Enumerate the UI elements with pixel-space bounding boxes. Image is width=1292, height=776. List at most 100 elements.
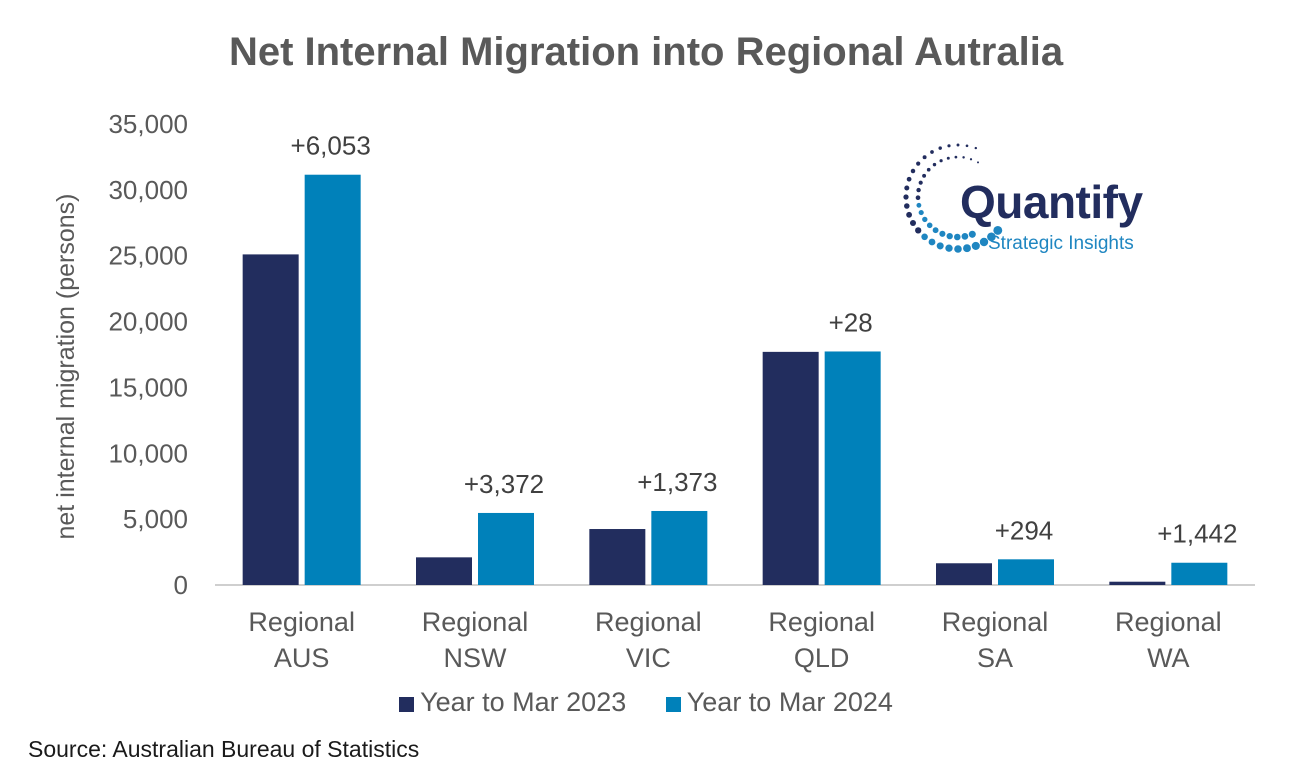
x-tick-label: VIC bbox=[626, 643, 671, 673]
quantify-logo: Quantify Strategic Insights bbox=[900, 135, 1200, 265]
logo-dot bbox=[945, 244, 953, 252]
y-tick-label: 35,000 bbox=[108, 109, 188, 139]
logo-dot bbox=[954, 155, 958, 159]
logo-dot bbox=[916, 161, 921, 166]
logo-dot bbox=[987, 232, 996, 242]
bar-2023-wa bbox=[1109, 581, 1166, 585]
legend-item-2023: Year to Mar 2023 bbox=[399, 687, 626, 718]
logo-dot bbox=[974, 146, 977, 150]
bar-2023-aus bbox=[242, 254, 299, 585]
x-tick-label: Regional bbox=[768, 607, 875, 637]
x-tick-label: WA bbox=[1147, 643, 1190, 673]
bar-2023-sa bbox=[936, 563, 992, 585]
legend-item-2024: Year to Mar 2024 bbox=[665, 687, 893, 718]
logo-dot bbox=[922, 216, 928, 223]
logo-dot bbox=[936, 242, 944, 250]
bar-2023-qld bbox=[762, 351, 819, 585]
logo-dot bbox=[918, 180, 923, 185]
bar-2024-qld bbox=[824, 351, 881, 585]
bar-2024-vic bbox=[651, 510, 708, 585]
logo-dot bbox=[921, 233, 928, 241]
logo-dot bbox=[968, 230, 976, 238]
logo-tagline: Strategic Insights bbox=[988, 233, 1134, 254]
logo-dot bbox=[906, 211, 912, 218]
legend-label-2023: Year to Mar 2023 bbox=[420, 687, 627, 718]
logo-dot bbox=[926, 167, 931, 172]
chart-title: Net Internal Migration into Regional Aut… bbox=[228, 30, 1064, 74]
logo-dot bbox=[979, 237, 989, 247]
data-label-change: +294 bbox=[995, 515, 1054, 545]
logo-dot bbox=[922, 155, 927, 160]
y-tick-label: 30,000 bbox=[108, 175, 188, 205]
logo-dot bbox=[904, 203, 910, 209]
data-label-change: +28 bbox=[829, 307, 873, 337]
logo-dot bbox=[922, 173, 927, 178]
x-tick-label: Regional bbox=[942, 607, 1049, 637]
data-label-change: +6,053 bbox=[291, 131, 371, 161]
x-tick-label: SA bbox=[977, 643, 1013, 673]
logo-dot bbox=[918, 210, 924, 216]
y-tick-label: 15,000 bbox=[108, 372, 188, 402]
logo-dot bbox=[928, 238, 936, 246]
logo-dot bbox=[939, 159, 943, 163]
logo-dot bbox=[903, 194, 909, 200]
x-tick-label: Regional bbox=[595, 607, 702, 637]
logo-dot bbox=[954, 245, 962, 253]
legend-label-2024: Year to Mar 2024 bbox=[686, 687, 893, 718]
logo-dot bbox=[946, 232, 953, 240]
logo-dot bbox=[962, 156, 965, 159]
logo-dot bbox=[969, 158, 973, 161]
logo-dot bbox=[904, 185, 910, 191]
bar-2024-sa bbox=[998, 559, 1054, 585]
x-tick-label: AUS bbox=[274, 643, 330, 673]
x-tick-label: Regional bbox=[1115, 607, 1222, 637]
data-label-change: +3,372 bbox=[464, 469, 544, 499]
logo-dot bbox=[954, 233, 961, 241]
logo-dot bbox=[993, 225, 1003, 235]
legend-swatch-2023 bbox=[399, 696, 415, 712]
bar-2024-aus bbox=[304, 174, 361, 585]
y-tick-label: 20,000 bbox=[108, 307, 188, 337]
logo-dot bbox=[915, 195, 921, 201]
bar-2023-vic bbox=[589, 529, 646, 585]
logo-dot bbox=[910, 168, 916, 174]
y-tick-label: 25,000 bbox=[108, 241, 188, 271]
source-note: Source: Australian Bureau of Statistics bbox=[28, 736, 420, 762]
data-label-change: +1,442 bbox=[1157, 519, 1237, 549]
logo-dot bbox=[963, 244, 971, 253]
bar-2024-nsw bbox=[478, 512, 534, 585]
legend: Year to Mar 2023 Year to Mar 2024 bbox=[0, 686, 1292, 718]
logo-dot bbox=[977, 161, 979, 164]
x-tick-label: Regional bbox=[248, 607, 355, 637]
logo-dot bbox=[930, 150, 934, 154]
logo-dot bbox=[946, 156, 950, 160]
bar-2024-wa bbox=[1171, 562, 1228, 585]
x-tick-label: NSW bbox=[444, 643, 508, 673]
bar-chart: 0 5,000 10,000 15,000 20,000 25,000 30,000 35,0… bbox=[52, 109, 1255, 673]
y-tick-label: 10,000 bbox=[108, 438, 188, 468]
logo-dot bbox=[926, 222, 933, 229]
legend-swatch-2024 bbox=[665, 696, 681, 712]
x-tick-label: QLD bbox=[794, 643, 850, 673]
logo-dot bbox=[932, 227, 939, 234]
logo-wordmark: Quantify bbox=[960, 176, 1143, 228]
logo-dot bbox=[915, 227, 922, 234]
logo-dot bbox=[932, 162, 937, 167]
logo-dot-arc-icon bbox=[903, 143, 1003, 253]
logo-dot bbox=[909, 219, 917, 227]
logo-dot bbox=[971, 241, 980, 250]
logo-dot bbox=[916, 202, 922, 208]
logo-dot bbox=[939, 230, 946, 237]
bar-2023-nsw bbox=[416, 557, 472, 585]
data-label-change: +1,373 bbox=[637, 467, 717, 497]
y-tick-label: 0 bbox=[174, 570, 188, 600]
x-tick-label: Regional bbox=[422, 607, 529, 637]
logo-dot bbox=[961, 233, 969, 240]
logo-dot bbox=[947, 144, 951, 148]
logo-dot bbox=[956, 143, 960, 147]
y-tick-label: 5,000 bbox=[123, 504, 188, 534]
y-axis-title: net internal migration (persons) bbox=[52, 194, 80, 540]
logo-dot bbox=[938, 146, 942, 150]
logo-dot bbox=[906, 176, 912, 182]
logo-dot bbox=[965, 144, 969, 148]
